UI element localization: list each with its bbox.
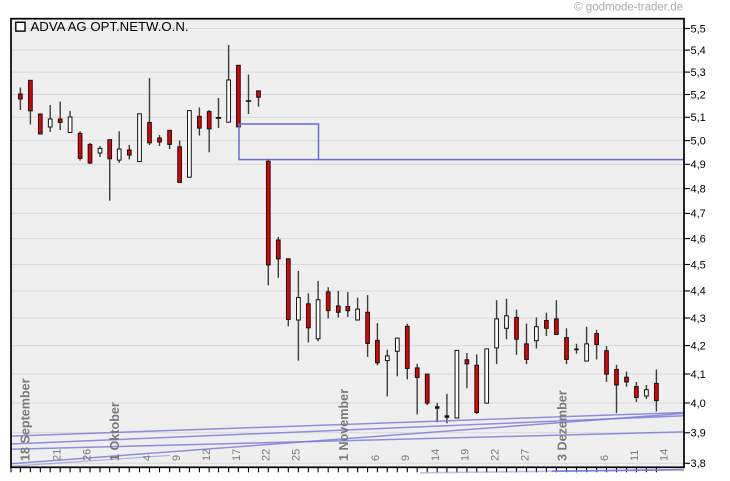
svg-text:18 September: 18 September xyxy=(18,378,32,461)
svg-text:27: 27 xyxy=(519,449,531,461)
svg-text:4,1: 4,1 xyxy=(691,369,706,381)
svg-text:6: 6 xyxy=(599,455,611,461)
svg-text:5,0: 5,0 xyxy=(691,135,706,147)
svg-text:4,9: 4,9 xyxy=(691,159,706,171)
svg-text:9: 9 xyxy=(171,455,183,461)
svg-text:14: 14 xyxy=(659,449,671,461)
svg-text:4,0: 4,0 xyxy=(691,398,706,410)
svg-text:4,2: 4,2 xyxy=(691,340,706,352)
svg-text:1 Oktober: 1 Oktober xyxy=(108,402,122,461)
svg-text:4,8: 4,8 xyxy=(691,183,706,195)
svg-text:4: 4 xyxy=(141,455,153,461)
svg-text:9: 9 xyxy=(400,455,412,461)
svg-text:17: 17 xyxy=(231,449,243,461)
svg-text:3 Dezember: 3 Dezember xyxy=(556,390,570,461)
svg-text:1 November: 1 November xyxy=(337,389,351,461)
svg-text:5,2: 5,2 xyxy=(691,89,706,101)
svg-text:6: 6 xyxy=(370,455,382,461)
svg-text:5,4: 5,4 xyxy=(691,45,706,57)
svg-text:4,3: 4,3 xyxy=(691,313,706,325)
svg-text:4,7: 4,7 xyxy=(691,208,706,220)
svg-text:5,3: 5,3 xyxy=(691,67,706,79)
svg-text:3,8: 3,8 xyxy=(691,458,706,470)
svg-text:11: 11 xyxy=(629,450,641,461)
svg-text:25: 25 xyxy=(291,449,303,461)
svg-text:4,5: 4,5 xyxy=(691,259,706,271)
svg-text:5,1: 5,1 xyxy=(691,112,706,124)
svg-text:21: 21 xyxy=(52,449,64,461)
svg-text:14: 14 xyxy=(430,449,442,461)
svg-text:22: 22 xyxy=(261,449,273,461)
svg-text:3,9: 3,9 xyxy=(691,428,706,440)
svg-text:26: 26 xyxy=(82,449,94,461)
svg-text:5,5: 5,5 xyxy=(691,23,706,35)
svg-text:© godmode-trader.de: © godmode-trader.de xyxy=(574,2,683,14)
svg-text:22: 22 xyxy=(490,449,502,461)
svg-text:12: 12 xyxy=(201,449,213,461)
svg-text:ADVA AG OPT.NETW.O.N.: ADVA AG OPT.NETW.O.N. xyxy=(31,19,189,34)
svg-text:4,4: 4,4 xyxy=(691,286,706,298)
svg-text:19: 19 xyxy=(460,449,472,461)
svg-text:4,6: 4,6 xyxy=(691,233,706,245)
